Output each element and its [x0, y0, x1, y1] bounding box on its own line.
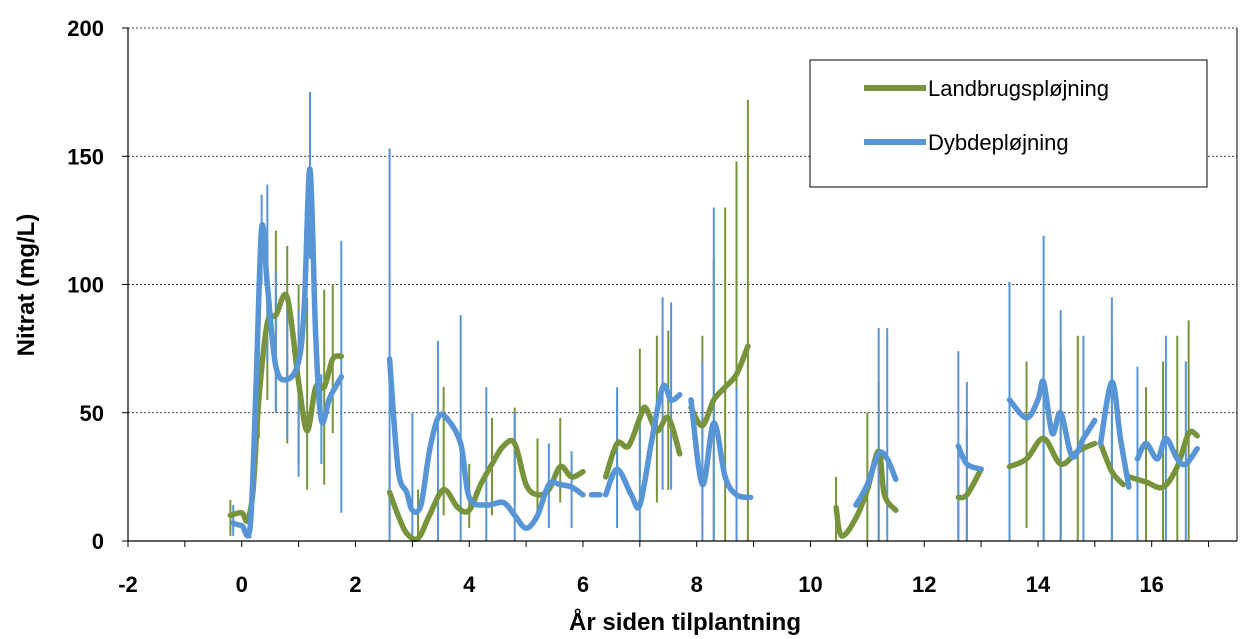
series-lines — [227, 166, 1200, 543]
legend-label-dybdeplojning: Dybdepløjning — [928, 130, 1069, 155]
series-line-s1-seg9 — [1134, 435, 1200, 468]
x-tick-label: 10 — [798, 572, 822, 597]
series-line-s1-seg5 — [853, 449, 899, 508]
series-line-s0-seg8 — [1126, 428, 1200, 491]
legend[interactable]: Landbrugspløjning Dybdepløjning — [809, 59, 1208, 188]
series-line-s1-seg1 — [386, 356, 586, 531]
x-tick-label: 2 — [349, 572, 361, 597]
y-tick-labels: 0 50 100 150 200 — [67, 16, 104, 554]
series-line-s1-seg0 — [230, 166, 345, 539]
y-tick-label: 50 — [80, 401, 104, 426]
x-tick-label: 16 — [1139, 572, 1163, 597]
axes — [122, 27, 1238, 547]
series-line-s1-seg6 — [955, 443, 984, 472]
y-tick-label: 150 — [67, 144, 104, 169]
x-tick-label: -2 — [118, 572, 138, 597]
y-axis-title: Nitrat (mg/L) — [13, 214, 40, 357]
legend-box — [809, 59, 1208, 188]
y-tick-label: 200 — [67, 16, 104, 41]
x-axis-title: År siden tilplantning — [569, 608, 801, 636]
series-line-s1-seg4 — [688, 397, 754, 501]
series-line-s1-seg3 — [602, 382, 683, 511]
series-line-s0-seg5 — [955, 466, 984, 501]
x-tick-label: 14 — [1026, 572, 1051, 597]
x-tick-labels: -2 0 2 4 6 8 10 12 14 16 — [118, 572, 1164, 597]
series-line-s0-seg3 — [688, 343, 751, 429]
x-tick-label: 0 — [236, 572, 248, 597]
x-tick-label: 12 — [912, 572, 936, 597]
series-line-s0-seg7 — [1097, 440, 1127, 488]
x-tick-label: 6 — [577, 572, 589, 597]
x-tick-label: 8 — [691, 572, 703, 597]
y-tick-label: 100 — [67, 273, 104, 298]
series-line-s1-seg8 — [1097, 379, 1132, 490]
series-line-s1-seg7 — [1006, 378, 1098, 460]
y-tick-label: 0 — [92, 529, 104, 554]
series-line-s0-seg2 — [602, 404, 683, 480]
legend-label-landbrugsplojning: Landbrugspløjning — [928, 76, 1109, 101]
x-tick-label: 4 — [463, 572, 476, 597]
